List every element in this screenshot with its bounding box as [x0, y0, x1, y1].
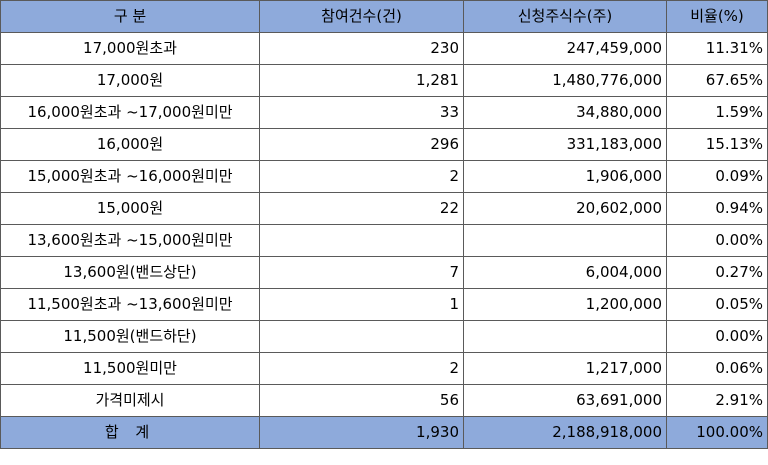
row-count: 22	[259, 192, 464, 225]
row-count	[259, 224, 464, 257]
row-label: 15,000원초과 ~16,000원미만	[0, 160, 260, 193]
row-ratio: 0.94%	[666, 192, 768, 225]
table-row: 13,600원(밴드상단) 7 6,004,000 0.27%	[0, 256, 768, 289]
row-ratio: 2.91%	[666, 384, 768, 417]
row-ratio: 0.06%	[666, 352, 768, 385]
table-row: 11,500원(밴드하단) 0.00%	[0, 320, 768, 353]
row-count: 296	[259, 128, 464, 161]
row-label: 13,600원초과 ~15,000원미만	[0, 224, 260, 257]
row-shares	[463, 320, 667, 353]
header-row: 구 분 참여건수(건) 신청주식수(주) 비율(%)	[0, 0, 768, 33]
row-label: 11,500원미만	[0, 352, 260, 385]
row-count: 56	[259, 384, 464, 417]
row-count: 2	[259, 160, 464, 193]
row-shares: 6,004,000	[463, 256, 667, 289]
row-shares: 1,200,000	[463, 288, 667, 321]
row-shares: 34,880,000	[463, 96, 667, 129]
header-count: 참여건수(건)	[259, 0, 464, 33]
row-ratio: 15.13%	[666, 128, 768, 161]
row-count: 2	[259, 352, 464, 385]
row-shares: 1,906,000	[463, 160, 667, 193]
table-row: 16,000원 296 331,183,000 15.13%	[0, 128, 768, 161]
table-row: 11,500원초과 ~13,600원미만 1 1,200,000 0.05%	[0, 288, 768, 321]
row-label: 17,000원초과	[0, 32, 260, 65]
row-label: 11,500원(밴드하단)	[0, 320, 260, 353]
row-ratio: 0.09%	[666, 160, 768, 193]
row-shares: 20,602,000	[463, 192, 667, 225]
total-ratio: 100.00%	[666, 416, 768, 449]
total-count: 1,930	[259, 416, 464, 449]
row-ratio: 67.65%	[666, 64, 768, 97]
table-row: 13,600원초과 ~15,000원미만 0.00%	[0, 224, 768, 257]
row-count: 230	[259, 32, 464, 65]
row-label: 11,500원초과 ~13,600원미만	[0, 288, 260, 321]
bid-distribution-table: 구 분 참여건수(건) 신청주식수(주) 비율(%) 17,000원초과 230…	[0, 0, 768, 449]
table-row: 15,000원초과 ~16,000원미만 2 1,906,000 0.09%	[0, 160, 768, 193]
total-row: 합 계 1,930 2,188,918,000 100.00%	[0, 416, 768, 449]
row-ratio: 0.27%	[666, 256, 768, 289]
row-label: 16,000원초과 ~17,000원미만	[0, 96, 260, 129]
row-label: 가격미제시	[0, 384, 260, 417]
row-ratio: 0.05%	[666, 288, 768, 321]
row-ratio: 0.00%	[666, 320, 768, 353]
table-row: 가격미제시 56 63,691,000 2.91%	[0, 384, 768, 417]
row-count	[259, 320, 464, 353]
table-row: 17,000원 1,281 1,480,776,000 67.65%	[0, 64, 768, 97]
row-shares: 1,217,000	[463, 352, 667, 385]
total-label: 합 계	[0, 416, 260, 449]
row-label: 16,000원	[0, 128, 260, 161]
table-row: 11,500원미만 2 1,217,000 0.06%	[0, 352, 768, 385]
header-shares: 신청주식수(주)	[463, 0, 667, 33]
row-count: 1,281	[259, 64, 464, 97]
row-ratio: 1.59%	[666, 96, 768, 129]
header-category: 구 분	[0, 0, 260, 33]
row-shares	[463, 224, 667, 257]
header-ratio: 비율(%)	[666, 0, 768, 33]
row-count: 1	[259, 288, 464, 321]
row-ratio: 11.31%	[666, 32, 768, 65]
row-label: 13,600원(밴드상단)	[0, 256, 260, 289]
row-shares: 1,480,776,000	[463, 64, 667, 97]
row-count: 33	[259, 96, 464, 129]
table-row: 16,000원초과 ~17,000원미만 33 34,880,000 1.59%	[0, 96, 768, 129]
total-shares: 2,188,918,000	[463, 416, 667, 449]
row-ratio: 0.00%	[666, 224, 768, 257]
row-label: 17,000원	[0, 64, 260, 97]
table-row: 17,000원초과 230 247,459,000 11.31%	[0, 32, 768, 65]
row-shares: 247,459,000	[463, 32, 667, 65]
row-shares: 331,183,000	[463, 128, 667, 161]
row-label: 15,000원	[0, 192, 260, 225]
row-shares: 63,691,000	[463, 384, 667, 417]
row-count: 7	[259, 256, 464, 289]
table-row: 15,000원 22 20,602,000 0.94%	[0, 192, 768, 225]
